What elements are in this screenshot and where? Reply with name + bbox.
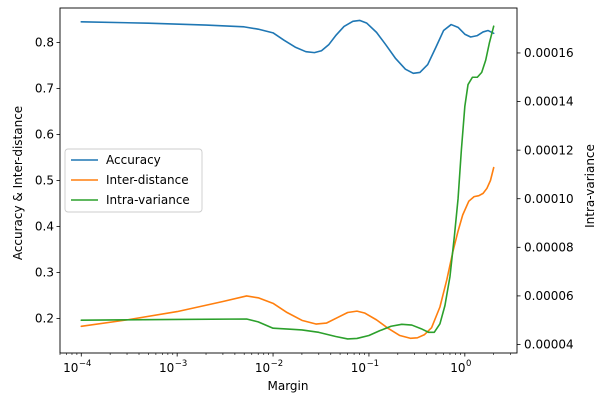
right-y-axis-label: Intra-variance bbox=[583, 144, 596, 228]
left-y-tick-label: 0.4 bbox=[35, 220, 54, 234]
legend-label: Inter-distance bbox=[106, 173, 189, 187]
left-y-tick-label: 0.7 bbox=[35, 82, 54, 96]
series-line-accuracy bbox=[80, 19, 495, 75]
right-y-tick-label: 0.00004 bbox=[524, 338, 574, 352]
legend-label: Intra-variance bbox=[106, 193, 190, 207]
right-y-tick-label: 0.00014 bbox=[524, 95, 574, 109]
left-y-tick-label: 0.5 bbox=[35, 174, 54, 188]
left-y-tick-label: 0.2 bbox=[35, 312, 54, 326]
left-y-axis-label: Accuracy & Inter-distance bbox=[11, 106, 25, 260]
left-y-tick-label: 0.3 bbox=[35, 266, 54, 280]
plot-area bbox=[80, 19, 495, 340]
series-line-intra-variance bbox=[80, 25, 495, 340]
right-y-tick-label: 0.00006 bbox=[524, 289, 574, 303]
right-y-tick-label: 0.00016 bbox=[524, 46, 574, 60]
legend: Accuracy Inter-distance Intra-variance bbox=[64, 148, 203, 213]
right-y-axis-ticks: 0.00004 0.00006 0.00008 0.00010 0.00012 0.000… bbox=[517, 46, 574, 352]
x-axis-label: Margin bbox=[268, 379, 309, 393]
legend-box bbox=[64, 148, 203, 213]
left-y-tick-label: 0.6 bbox=[35, 128, 54, 142]
left-y-axis-ticks: 0.2 0.3 0.4 0.5 0.6 0.7 0.8 bbox=[35, 36, 60, 326]
legend-label: Accuracy bbox=[106, 153, 161, 167]
series-line-inter-distance bbox=[80, 166, 495, 340]
right-y-tick-label: 0.00012 bbox=[524, 143, 574, 157]
left-y-tick-label: 0.8 bbox=[35, 36, 54, 50]
right-y-tick-label: 0.00008 bbox=[524, 241, 574, 255]
right-y-tick-label: 0.00010 bbox=[524, 192, 574, 206]
